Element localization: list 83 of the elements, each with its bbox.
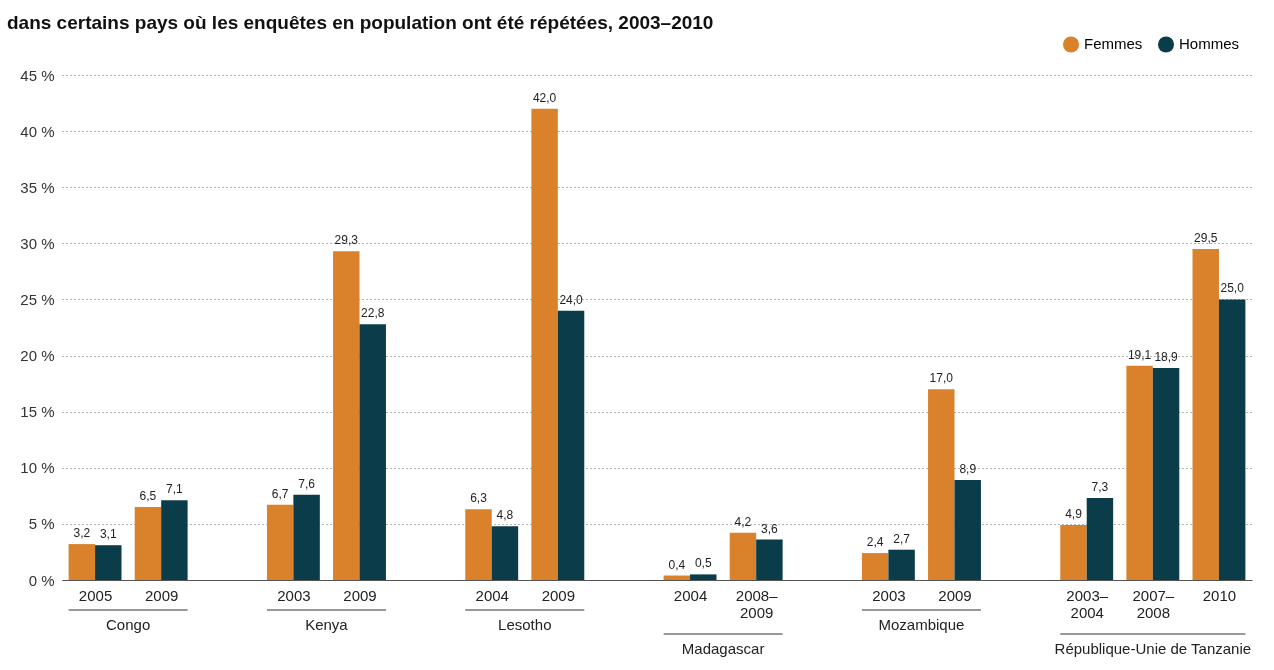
bar: [861, 553, 889, 580]
y-tick-label: 35 %: [20, 178, 55, 196]
x-tick-label: 2010: [1202, 586, 1237, 604]
y-tick-label: 25 %: [20, 290, 55, 308]
x-tick-label: 2005: [78, 586, 113, 604]
y-tick-label: 40 %: [20, 122, 55, 140]
data-label: 2,4: [866, 535, 884, 550]
data-label: 7,1: [166, 482, 184, 497]
text: République-Unie de Tanzanie: [1054, 640, 1252, 657]
bar: [266, 504, 294, 580]
y-tick-label: 45 %: [20, 66, 55, 84]
x-tick-label: 2009: [343, 586, 377, 604]
data-label: 3,2: [73, 526, 91, 541]
data-label: 6,5: [139, 489, 157, 504]
data-label: 8,9: [959, 462, 977, 477]
data-label: 7,6: [298, 476, 316, 491]
data-label: 25,0: [1220, 281, 1245, 296]
y-tick-label: 30 %: [20, 234, 55, 252]
x-tick-label: 2004: [475, 586, 509, 604]
bar: [161, 500, 188, 580]
y-tick-label: 20 %: [20, 347, 55, 365]
data-label: 29,3: [334, 233, 359, 248]
data-label: 3,1: [99, 527, 117, 542]
data-label: 4,9: [1065, 507, 1083, 522]
bar: [1060, 525, 1087, 580]
x-tick-label: 2003: [872, 586, 906, 604]
text: Lesotho: [498, 616, 552, 633]
data-label: 19,1: [1127, 347, 1152, 362]
data-label: 0,5: [694, 556, 712, 571]
chart-title: dans certains pays où les enquêtes en population ont été répétées, 2003–2010: [7, 12, 714, 33]
text: Kenya: [305, 616, 349, 633]
bar: [359, 324, 386, 580]
bar: [1152, 367, 1180, 580]
text: Madagascar: [681, 640, 765, 657]
data-label: 0,4: [668, 557, 686, 572]
bar: [293, 494, 320, 580]
legend-label: Femmes: [1084, 35, 1143, 53]
bar: [729, 532, 757, 580]
bar: [491, 526, 519, 580]
bar: [134, 507, 162, 580]
bar: [928, 389, 955, 580]
bar: [954, 480, 981, 580]
x-tick-label: 2003–2004: [1066, 586, 1109, 621]
data-label: 2,7: [893, 531, 911, 546]
data-label: 3,6: [761, 521, 779, 536]
bar: [1086, 498, 1114, 580]
x-tick-label: 2007–2008: [1132, 586, 1175, 621]
legend-label: Hommes: [1179, 35, 1240, 53]
bar: [95, 545, 122, 580]
x-tick-label: 2004: [673, 586, 708, 604]
y-tick-label: 15 %: [20, 403, 55, 421]
data-label: 6,3: [470, 491, 488, 506]
bar: [756, 539, 783, 580]
bar: [888, 549, 915, 580]
bar: [1192, 248, 1219, 580]
data-label: 29,5: [1194, 230, 1218, 245]
x-tick-label: 2003: [277, 586, 311, 604]
y-tick-label: 0 %: [28, 571, 55, 589]
bar: [68, 544, 96, 580]
data-label: 17,0: [929, 371, 954, 386]
data-label: 4,8: [496, 508, 514, 523]
data-label: 42,0: [532, 90, 557, 105]
bar: [557, 310, 585, 580]
bar: [1126, 365, 1153, 580]
bar: [1218, 299, 1246, 580]
x-tick-label: 2009: [541, 586, 576, 604]
data-label: 24,0: [559, 292, 584, 307]
bar: [531, 108, 558, 580]
bar: [333, 251, 360, 580]
data-label: 22,8: [361, 306, 385, 321]
y-tick-label: 10 %: [20, 459, 55, 477]
data-label: 7,3: [1091, 480, 1109, 495]
text: Mozambique: [878, 616, 965, 633]
text: Congo: [106, 616, 151, 633]
data-label: 6,7: [271, 486, 289, 501]
x-tick-label: 2008–2009: [735, 586, 779, 621]
x-tick-label: 2009: [144, 586, 179, 604]
bar: [690, 574, 717, 580]
data-label: 18,9: [1154, 349, 1179, 364]
data-label: 4,2: [734, 514, 752, 529]
y-tick-label: 5 %: [28, 515, 55, 533]
x-tick-label: 2009: [938, 586, 972, 604]
bar: [465, 509, 492, 580]
